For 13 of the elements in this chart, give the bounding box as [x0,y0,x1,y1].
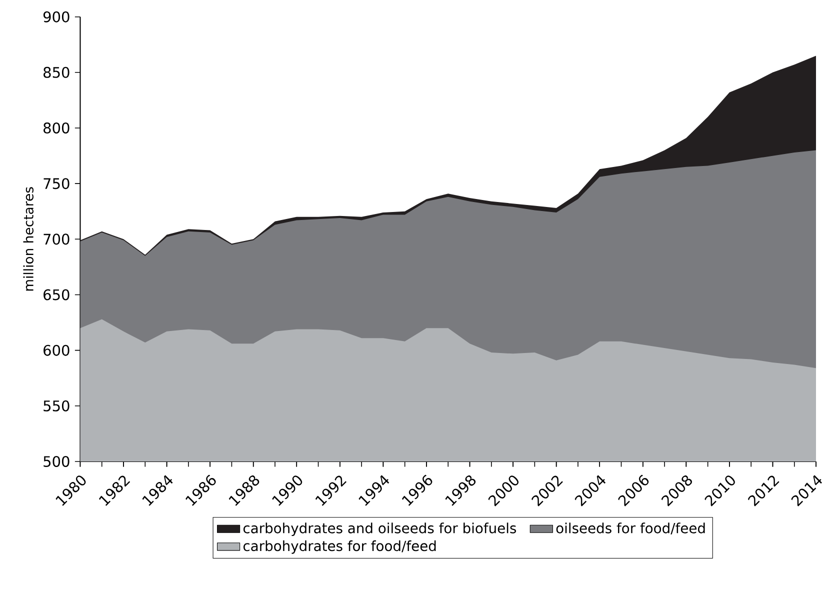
legend-label: carbohydrates and oilseeds for biofuels [243,522,516,536]
y-tick-label: 650 [44,289,70,300]
y-axis-title: million hectares [23,187,34,291]
y-tick-label: 700 [44,234,70,245]
legend-label: carbohydrates for food/feed [243,540,436,554]
y-tick-label: 500 [44,456,70,467]
y-tick-label: 550 [44,400,70,412]
y-tick-label: 900 [43,11,70,22]
legend-label: oilseeds for food/feed [556,522,705,534]
y-tick-label: 800 [44,122,70,134]
y-tick-label: 750 [44,178,70,189]
y-tick-label: 850 [44,66,70,78]
y-tick-label: 600 [44,344,70,356]
